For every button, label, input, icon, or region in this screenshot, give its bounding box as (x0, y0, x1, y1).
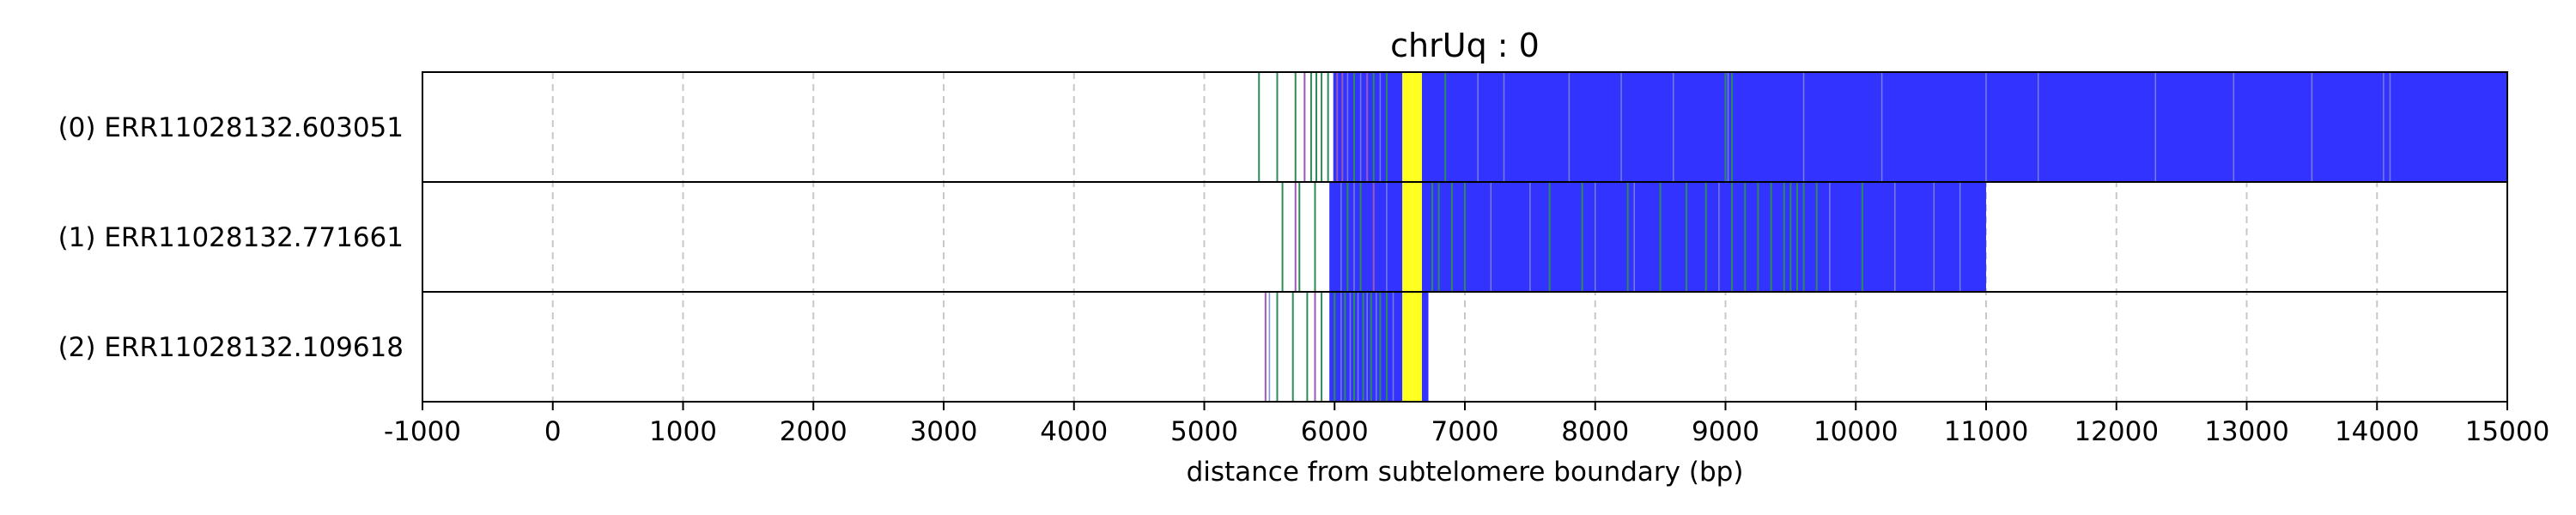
read-label: (2) ERR11028132.109618 (58, 332, 404, 363)
repeat-block (1329, 292, 1403, 402)
boundary-block (1402, 292, 1422, 402)
repeat-block (1421, 292, 1429, 402)
read-label: (1) ERR11028132.771661 (58, 222, 404, 253)
x-tick-label: 6000 (1301, 416, 1369, 447)
x-tick-label: 12000 (2074, 416, 2159, 447)
plot-area (422, 71, 2508, 403)
x-tick-label: 11000 (1944, 416, 2029, 447)
x-tick-label: 4000 (1040, 416, 1108, 447)
x-tick-label: 7000 (1431, 416, 1499, 447)
repeat-block (1329, 182, 1403, 292)
boundary-block (1402, 182, 1422, 292)
read-track (422, 181, 2508, 293)
x-tick-label: 8000 (1561, 416, 1629, 447)
x-axis: -1000 0 1000 2000 3000 4000 5000 6000 7000 8000 90… (384, 402, 2549, 447)
repeat-block (1421, 182, 1986, 292)
x-tick-label: 0 (544, 416, 562, 447)
x-tick-label: 2000 (780, 416, 848, 447)
chart-title: chrUq : 0 (1390, 27, 1540, 64)
x-tick-label: 9000 (1692, 416, 1759, 447)
x-tick-label: 15000 (2465, 416, 2550, 447)
x-tick-label: 1000 (649, 416, 717, 447)
x-tick-label: 10000 (1814, 416, 1899, 447)
x-tick-label: 13000 (2204, 416, 2289, 447)
x-tick-label: -1000 (384, 416, 461, 447)
boundary-block (1402, 72, 1422, 182)
y-labels: (0) ERR11028132.603051 (1) ERR11028132.77… (58, 112, 404, 363)
repeat-block (1421, 72, 2507, 182)
x-tick-label: 14000 (2335, 416, 2420, 447)
read-track (422, 71, 2508, 183)
read-label: (0) ERR11028132.603051 (58, 112, 404, 143)
x-tick-label: 3000 (910, 416, 978, 447)
x-axis-label: distance from subtelomere boundary (bp) (1187, 457, 1744, 488)
x-tick-label: 5000 (1170, 416, 1238, 447)
